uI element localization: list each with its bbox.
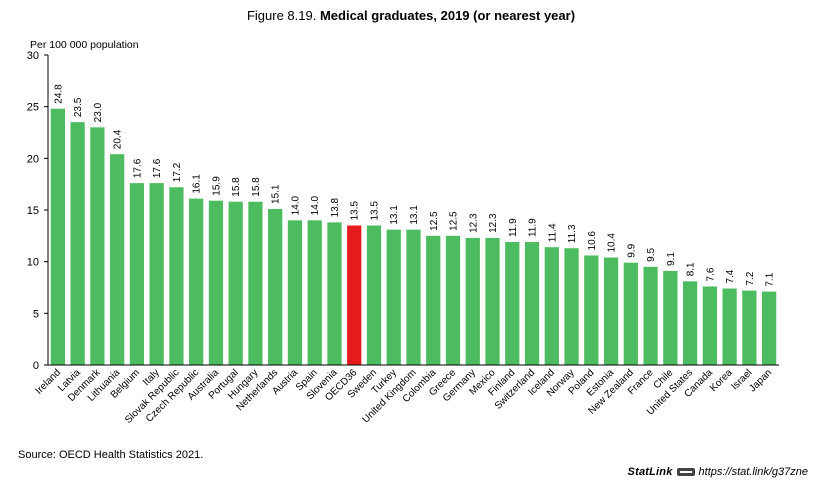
value-label: 15.8 bbox=[251, 177, 262, 197]
bar bbox=[623, 262, 638, 365]
bar bbox=[287, 220, 303, 365]
bar bbox=[564, 248, 579, 365]
bar bbox=[149, 183, 164, 365]
bar bbox=[228, 201, 243, 365]
value-label: 9.9 bbox=[626, 243, 637, 257]
value-labels: 24.8 23.5 23.0 20.4 17.6 17.6 17.2 16.1 15.9 15.8… bbox=[53, 84, 775, 287]
value-label: 12.5 bbox=[449, 211, 460, 231]
value-label: 23.0 bbox=[93, 102, 104, 122]
value-label: 11.9 bbox=[508, 218, 519, 237]
bar bbox=[445, 235, 461, 365]
figure-title: Medical graduates, 2019 (or nearest year… bbox=[319, 8, 576, 23]
value-label: 23.5 bbox=[73, 97, 84, 117]
bar bbox=[584, 255, 599, 365]
bar bbox=[366, 225, 382, 365]
bar bbox=[603, 257, 619, 365]
bar bbox=[485, 237, 500, 365]
value-label: 24.8 bbox=[53, 84, 64, 104]
bar bbox=[169, 187, 184, 365]
bar bbox=[762, 291, 777, 365]
bar bbox=[307, 220, 322, 365]
value-label: 13.5 bbox=[350, 201, 361, 221]
value-label: 12.3 bbox=[488, 213, 499, 233]
value-label: 15.9 bbox=[211, 176, 222, 196]
value-label: 15.1 bbox=[271, 184, 282, 204]
value-label: 17.6 bbox=[152, 158, 163, 178]
x-tick-label: Japan bbox=[747, 367, 774, 394]
y-tick-label: 30 bbox=[27, 50, 39, 62]
bar bbox=[465, 237, 480, 365]
bar bbox=[268, 208, 283, 365]
figure-prefix: Figure 8.19. bbox=[246, 8, 317, 23]
y-axis-label: Per 100 000 population bbox=[30, 39, 139, 51]
value-label: 17.6 bbox=[132, 158, 143, 178]
value-label: 9.5 bbox=[646, 247, 657, 261]
bar bbox=[327, 222, 342, 365]
statlink-logo-icon bbox=[676, 468, 695, 476]
bar bbox=[663, 270, 678, 365]
bar bbox=[524, 242, 540, 365]
x-tick-label: Korea bbox=[708, 367, 735, 394]
value-label: 11.3 bbox=[567, 224, 578, 243]
value-label: 17.2 bbox=[172, 162, 183, 182]
bar bbox=[643, 266, 658, 365]
statlink[interactable]: StatLink https://stat.link/g37zne bbox=[628, 466, 808, 478]
y-tick-label: 0 bbox=[33, 360, 39, 372]
bar bbox=[682, 281, 698, 365]
bar bbox=[90, 127, 105, 365]
value-label: 11.9 bbox=[528, 218, 539, 237]
value-label: 13.1 bbox=[409, 205, 420, 225]
bar bbox=[544, 247, 559, 365]
bar-highlight bbox=[347, 225, 362, 365]
bars bbox=[50, 108, 777, 366]
bar bbox=[426, 235, 441, 365]
bar bbox=[129, 183, 145, 365]
chart-title: Figure 8.19. Medical graduates, 2019 (or… bbox=[0, 8, 822, 23]
value-label: 7.2 bbox=[745, 271, 756, 285]
source-note: Source: OECD Health Statistics 2021. bbox=[18, 449, 204, 461]
statlink-brand: StatLink bbox=[627, 466, 673, 478]
value-label: 7.1 bbox=[765, 272, 776, 286]
value-label: 11.4 bbox=[547, 223, 558, 242]
y-tick-label: 5 bbox=[33, 308, 39, 320]
bar-chart: Per 100 000 population 0 5 10 15 20 25 30 24.8… bbox=[27, 39, 779, 426]
value-label: 13.5 bbox=[369, 201, 380, 221]
value-label: 20.4 bbox=[113, 129, 124, 149]
value-label: 13.8 bbox=[330, 197, 341, 217]
bar bbox=[386, 229, 401, 365]
value-label: 8.1 bbox=[686, 262, 697, 276]
value-label: 14.0 bbox=[290, 195, 301, 215]
value-label: 9.1 bbox=[666, 252, 677, 266]
bar bbox=[722, 288, 737, 365]
value-label: 10.4 bbox=[607, 233, 618, 253]
bar bbox=[702, 286, 717, 365]
bar bbox=[742, 290, 757, 365]
value-label: 12.3 bbox=[468, 213, 479, 233]
bar bbox=[70, 122, 85, 366]
y-axis: 0 5 10 15 20 25 30 bbox=[27, 50, 49, 372]
value-label: 14.0 bbox=[310, 195, 321, 215]
value-label: 16.1 bbox=[192, 174, 203, 194]
y-tick-label: 20 bbox=[27, 153, 39, 165]
bar bbox=[505, 242, 520, 365]
bar bbox=[110, 154, 125, 365]
y-tick-label: 25 bbox=[27, 102, 39, 114]
bar bbox=[248, 201, 263, 365]
y-tick-label: 10 bbox=[27, 257, 39, 269]
y-tick-label: 15 bbox=[27, 205, 39, 217]
bar bbox=[208, 200, 224, 365]
value-label: 7.6 bbox=[705, 267, 716, 281]
bar bbox=[50, 108, 65, 365]
statlink-url[interactable]: https://stat.link/g37zne bbox=[698, 466, 808, 478]
bar bbox=[406, 229, 421, 365]
bar bbox=[189, 198, 204, 365]
value-label: 15.8 bbox=[231, 177, 242, 197]
value-label: 7.4 bbox=[725, 269, 736, 283]
value-label: 12.5 bbox=[429, 211, 440, 231]
value-label: 10.6 bbox=[587, 231, 598, 251]
value-label: 13.1 bbox=[389, 205, 400, 225]
